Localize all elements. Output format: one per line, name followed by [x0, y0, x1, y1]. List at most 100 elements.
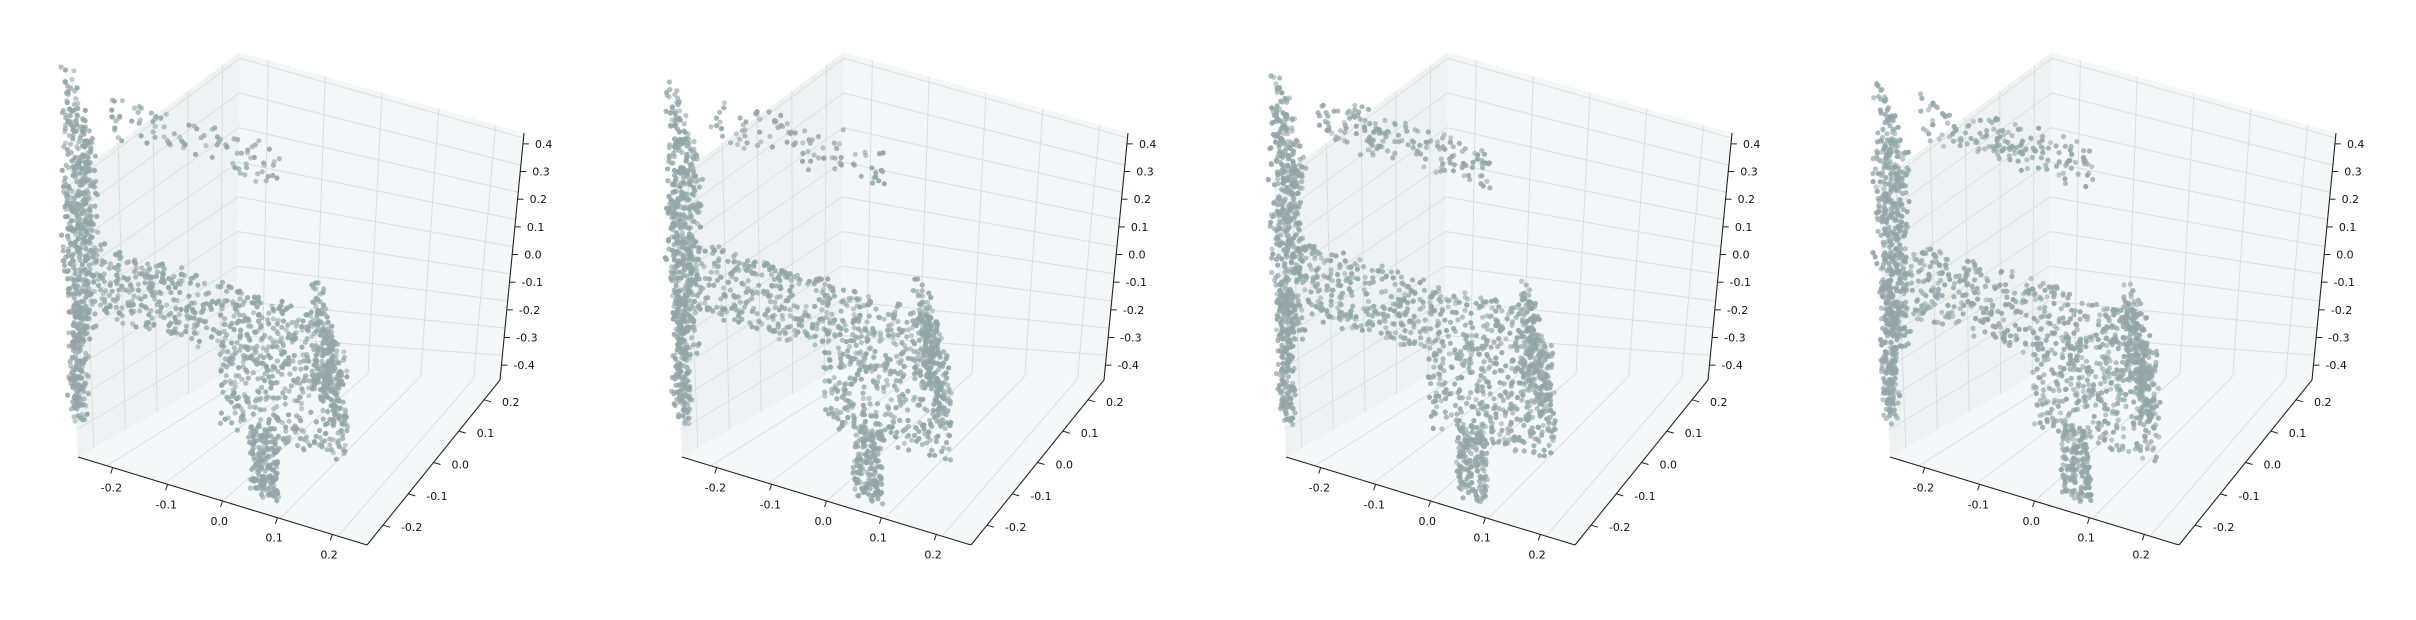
data-point [1288, 177, 1294, 183]
data-point [81, 179, 88, 186]
data-point [1297, 256, 1303, 262]
data-point [666, 153, 672, 159]
data-point [755, 290, 761, 296]
data-point [261, 483, 267, 489]
data-point [1508, 344, 1514, 350]
data-point [691, 138, 697, 144]
data-point [751, 270, 757, 276]
data-point [1286, 225, 1292, 231]
data-point [1484, 326, 1490, 332]
data-point [247, 485, 253, 491]
grid-line [971, 92, 987, 374]
data-point [72, 338, 78, 344]
data-point [732, 258, 738, 264]
data-point [155, 269, 161, 275]
z-tick-label: -0.3 [1724, 332, 1745, 345]
z-tick-label: -0.3 [516, 332, 537, 345]
data-point [821, 155, 827, 161]
data-point [1268, 73, 1274, 79]
data-point [716, 244, 722, 250]
data-point [911, 348, 917, 355]
data-point [874, 379, 881, 385]
data-point [925, 366, 932, 372]
data-point [861, 442, 867, 448]
data-point [1499, 350, 1505, 356]
data-point [189, 335, 195, 342]
data-point [254, 485, 261, 491]
data-point [193, 151, 199, 157]
data-point [846, 390, 852, 396]
data-point [262, 378, 268, 384]
data-point [1347, 280, 1354, 286]
data-point [802, 128, 808, 134]
data-point [79, 342, 85, 348]
data-point [334, 398, 340, 404]
data-point [912, 276, 918, 282]
data-point [1290, 158, 1296, 164]
data-point [861, 435, 867, 441]
y-tick-label: 0.1 [477, 427, 495, 440]
data-point [1283, 113, 1289, 119]
data-point [1380, 311, 1386, 317]
data-point [77, 347, 84, 353]
data-point [102, 241, 108, 247]
data-point [1350, 303, 1356, 309]
data-point [871, 446, 877, 452]
data-point [871, 478, 877, 484]
data-point [113, 118, 119, 124]
data-point [1281, 178, 1287, 184]
data-point [1275, 272, 1281, 279]
data-point [72, 282, 78, 288]
grid-line [473, 124, 497, 379]
data-point [340, 447, 346, 453]
data-point [1268, 145, 1274, 151]
data-point [266, 146, 272, 152]
data-point [750, 291, 756, 297]
data-point [255, 328, 261, 334]
data-point [771, 117, 777, 124]
data-point [79, 261, 85, 268]
y-tick [1087, 399, 1096, 403]
data-point [266, 454, 272, 460]
data-point [673, 142, 679, 148]
data-point [1290, 141, 1296, 147]
data-point [209, 154, 215, 160]
data-point [1495, 322, 1501, 328]
data-point [85, 373, 91, 380]
data-point [917, 396, 923, 402]
data-point [326, 367, 332, 373]
data-point [224, 394, 230, 400]
data-point [878, 489, 885, 495]
data-point [670, 227, 676, 233]
data-point [675, 262, 682, 268]
data-point [146, 326, 152, 332]
data-point [834, 145, 840, 151]
data-point [200, 306, 207, 312]
data-point [246, 344, 252, 350]
data-point [775, 324, 781, 330]
data-point [1277, 159, 1283, 166]
data-point [1290, 151, 1296, 157]
data-point [80, 360, 87, 366]
data-point [901, 440, 907, 446]
data-point [893, 378, 899, 384]
y-tick [458, 430, 466, 434]
data-point [80, 175, 86, 181]
data-point [688, 148, 694, 154]
data-point [704, 305, 710, 311]
data-point [1514, 347, 1520, 353]
z-axis-line [1103, 132, 1129, 381]
data-point [1289, 125, 1295, 131]
data-point [1469, 325, 1475, 331]
data-point [683, 195, 689, 201]
data-point [886, 323, 892, 329]
data-point [262, 332, 268, 338]
grid-line [1447, 92, 1730, 166]
data-point [683, 158, 689, 164]
data-point [301, 429, 307, 435]
data-point [1454, 411, 1460, 417]
data-point [92, 311, 98, 317]
data-point [938, 381, 944, 387]
data-point [1306, 243, 1313, 249]
data-point [799, 158, 806, 164]
